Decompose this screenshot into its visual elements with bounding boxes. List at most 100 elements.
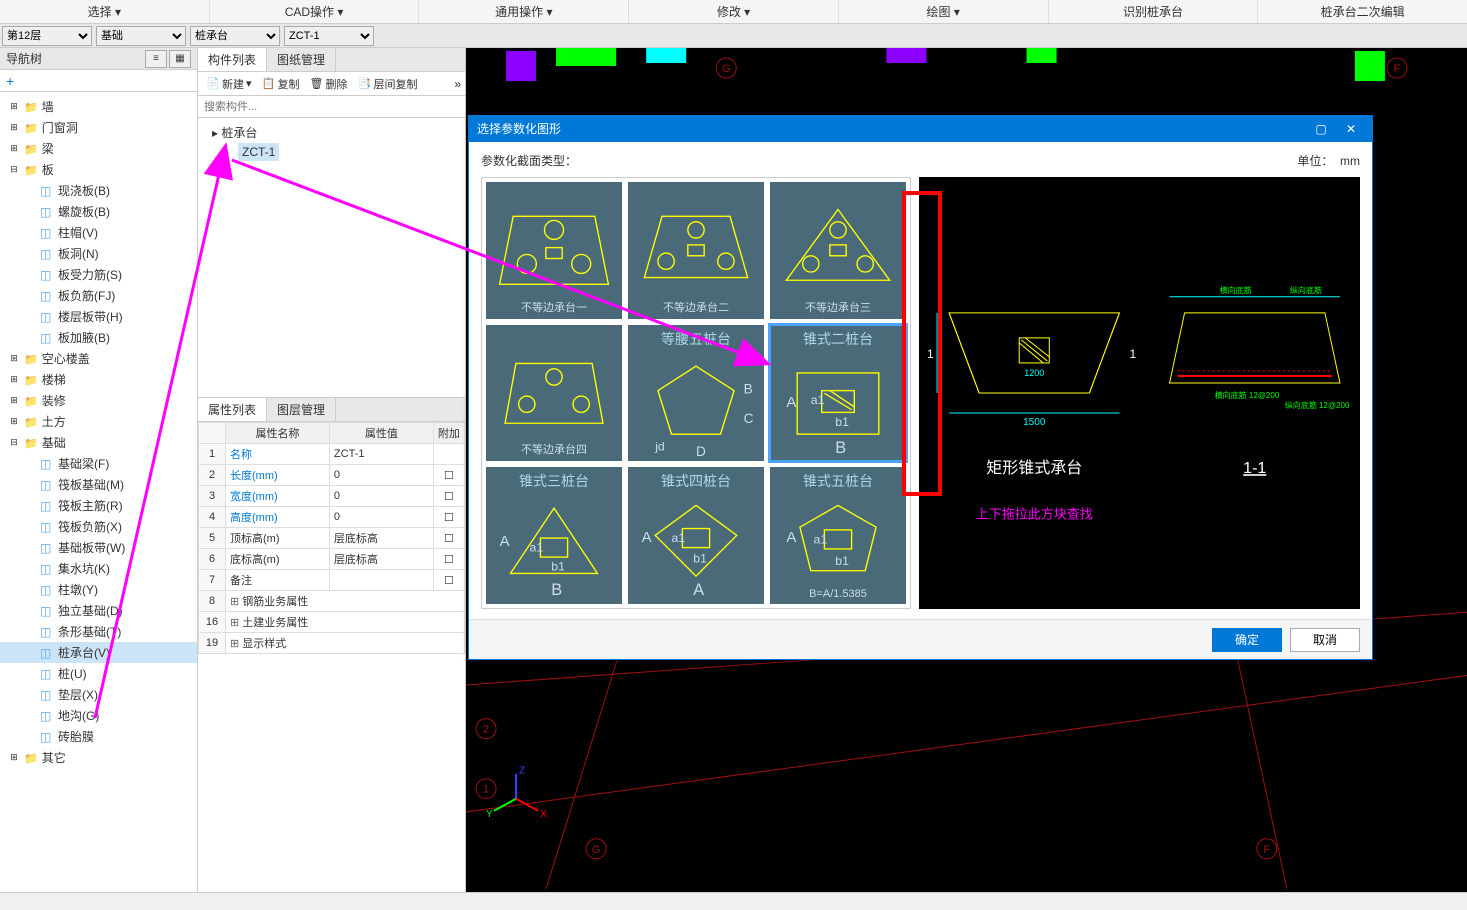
tree-root[interactable]: ▸ 桩承台 xyxy=(202,122,461,143)
tree-item[interactable]: ◫桩(U) xyxy=(0,663,197,684)
tab-layer-mgmt[interactable]: 图层管理 xyxy=(267,398,336,421)
tree-item[interactable]: ◫集水坑(K) xyxy=(0,558,197,579)
nav-view-list-icon[interactable]: ≡ xyxy=(145,50,167,68)
prop-value[interactable]: 0 xyxy=(329,486,433,507)
tree-folder[interactable]: ⊞土方 xyxy=(0,411,197,432)
close-icon[interactable]: ✕ xyxy=(1338,116,1364,142)
tree-item[interactable]: ◫桩承台(V) xyxy=(0,642,197,663)
item-label: 地沟(G) xyxy=(58,707,99,724)
tab-component-list[interactable]: 构件列表 xyxy=(198,48,267,71)
prop-add[interactable]: ☐ xyxy=(433,465,464,486)
tree-folder[interactable]: ⊞装修 xyxy=(0,390,197,411)
shape-option[interactable]: jdDBC等腰五桩台 xyxy=(628,325,764,462)
property-row[interactable]: 19⊞ 显示样式 xyxy=(199,633,465,654)
prop-value[interactable]: 层底标高 xyxy=(329,528,433,549)
prop-add[interactable] xyxy=(433,444,464,465)
shape-option[interactable]: 不等边承台四 xyxy=(486,325,622,462)
more-icon[interactable]: » xyxy=(454,77,461,91)
tree-item[interactable]: ◫板负筋(FJ) xyxy=(0,285,197,306)
new-button[interactable]: 📄新建 ▾ xyxy=(202,76,256,92)
expand-icon[interactable]: ⊞ xyxy=(230,596,239,608)
property-row[interactable]: 4高度(mm)0☐ xyxy=(199,507,465,528)
property-row[interactable]: 2长度(mm)0☐ xyxy=(199,465,465,486)
ok-button[interactable]: 确定 xyxy=(1212,628,1282,652)
category-select[interactable]: 基础 xyxy=(96,26,186,46)
tab-property-list[interactable]: 属性列表 xyxy=(198,398,267,421)
nav-add-icon[interactable]: + xyxy=(6,73,14,89)
floor-select[interactable]: 第12层 xyxy=(2,26,92,46)
tree-item[interactable]: ◫板受力筋(S) xyxy=(0,264,197,285)
property-row[interactable]: 6底标高(m)层底标高☐ xyxy=(199,549,465,570)
prop-add[interactable]: ☐ xyxy=(433,486,464,507)
property-row[interactable]: 7备注☐ xyxy=(199,570,465,591)
prop-value[interactable]: 层底标高 xyxy=(329,549,433,570)
delete-button[interactable]: 🗑删除 xyxy=(306,76,352,92)
expand-icon[interactable]: ⊞ xyxy=(230,617,239,629)
property-row[interactable]: 16⊞ 土建业务属性 xyxy=(199,612,465,633)
layercopy-button[interactable]: 📑层间复制 xyxy=(354,76,422,92)
menu-identify[interactable]: 识别桩承台 xyxy=(1049,0,1259,23)
tab-drawing-mgmt[interactable]: 图纸管理 xyxy=(267,48,336,71)
prop-add[interactable]: ☐ xyxy=(433,507,464,528)
shape-option[interactable]: 不等边承台一 xyxy=(486,182,622,319)
folder-icon xyxy=(24,373,38,387)
tree-item[interactable]: ◫地沟(G) xyxy=(0,705,197,726)
menu-draw[interactable]: 绘图 ▾ xyxy=(839,0,1049,23)
tree-item[interactable]: ◫筏板负筋(X) xyxy=(0,516,197,537)
tree-item[interactable]: ◫螺旋板(B) xyxy=(0,201,197,222)
menu-select[interactable]: 选择 ▾ xyxy=(0,0,210,23)
cancel-button[interactable]: 取消 xyxy=(1290,628,1360,652)
property-row[interactable]: 8⊞ 钢筋业务属性 xyxy=(199,591,465,612)
nav-view-grid-icon[interactable]: ▦ xyxy=(169,50,191,68)
tree-folder[interactable]: ⊟板 xyxy=(0,159,197,180)
menu-secondary-edit[interactable]: 桩承台二次编辑 xyxy=(1258,0,1467,23)
shape-option[interactable]: Aa1b1A锥式四桩台 xyxy=(628,467,764,604)
tree-item[interactable]: ◫柱帽(V) xyxy=(0,222,197,243)
tree-folder[interactable]: ⊞墙 xyxy=(0,96,197,117)
tree-item[interactable]: ◫垫层(X) xyxy=(0,684,197,705)
menu-cad[interactable]: CAD操作 ▾ xyxy=(210,0,420,23)
tree-folder[interactable]: ⊞门窗洞 xyxy=(0,117,197,138)
tree-item[interactable]: ◫条形基础(T) xyxy=(0,621,197,642)
tree-folder[interactable]: ⊞梁 xyxy=(0,138,197,159)
subcategory-select[interactable]: 桩承台 xyxy=(190,26,280,46)
shape-option[interactable]: Aa1b1锥式五桩台B=A/1.5385 xyxy=(770,467,906,604)
tree-item[interactable]: ◫筏板基础(M) xyxy=(0,474,197,495)
maximize-icon[interactable]: ▢ xyxy=(1308,116,1334,142)
tree-item[interactable]: ◫楼层板带(H) xyxy=(0,306,197,327)
tree-item[interactable]: ◫板洞(N) xyxy=(0,243,197,264)
tree-item[interactable]: ◫砖胎膜 xyxy=(0,726,197,747)
tree-item[interactable]: ◫基础梁(F) xyxy=(0,453,197,474)
component-select[interactable]: ZCT-1 xyxy=(284,26,374,46)
prop-value[interactable]: 0 xyxy=(329,507,433,528)
property-row[interactable]: 1名称ZCT-1 xyxy=(199,444,465,465)
tree-item[interactable]: ◫现浇板(B) xyxy=(0,180,197,201)
tree-item[interactable]: ◫柱墩(Y) xyxy=(0,579,197,600)
copy-button[interactable]: 📋复制 xyxy=(258,76,304,92)
property-row[interactable]: 5顶标高(m)层底标高☐ xyxy=(199,528,465,549)
shape-option[interactable]: 不等边承台二 xyxy=(628,182,764,319)
shape-option[interactable]: Aa1b1B锥式二桩台 xyxy=(770,325,906,462)
expand-icon[interactable]: ⊞ xyxy=(230,638,239,650)
prop-add[interactable]: ☐ xyxy=(433,549,464,570)
search-input[interactable] xyxy=(198,96,465,117)
menu-common[interactable]: 通用操作 ▾ xyxy=(419,0,629,23)
tree-folder[interactable]: ⊟基础 xyxy=(0,432,197,453)
tree-folder[interactable]: ⊞空心楼盖 xyxy=(0,348,197,369)
property-row[interactable]: 3宽度(mm)0☐ xyxy=(199,486,465,507)
shape-option[interactable]: 不等边承台三 xyxy=(770,182,906,319)
prop-add[interactable]: ☐ xyxy=(433,570,464,591)
menu-modify[interactable]: 修改 ▾ xyxy=(629,0,839,23)
shape-option[interactable]: Aa1b1B锥式三桩台 xyxy=(486,467,622,604)
tree-item-selected[interactable]: ZCT-1 xyxy=(238,143,279,161)
prop-value[interactable]: ZCT-1 xyxy=(329,444,433,465)
tree-folder[interactable]: ⊞楼梯 xyxy=(0,369,197,390)
tree-item[interactable]: ◫基础板带(W) xyxy=(0,537,197,558)
prop-add[interactable]: ☐ xyxy=(433,528,464,549)
tree-folder[interactable]: ⊞其它 xyxy=(0,747,197,768)
prop-value[interactable]: 0 xyxy=(329,465,433,486)
tree-item[interactable]: ◫筏板主筋(R) xyxy=(0,495,197,516)
tree-item[interactable]: ◫板加腋(B) xyxy=(0,327,197,348)
prop-value[interactable] xyxy=(329,570,433,591)
tree-item[interactable]: ◫独立基础(D) xyxy=(0,600,197,621)
